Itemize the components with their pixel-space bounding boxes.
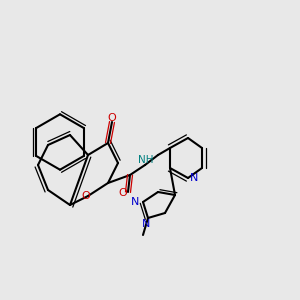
Text: O: O [108, 113, 116, 123]
Text: O: O [82, 191, 90, 201]
Text: N: N [142, 219, 150, 229]
Text: NH: NH [138, 155, 154, 165]
Text: O: O [118, 188, 127, 198]
Text: N: N [131, 197, 139, 207]
Text: N: N [190, 173, 198, 183]
